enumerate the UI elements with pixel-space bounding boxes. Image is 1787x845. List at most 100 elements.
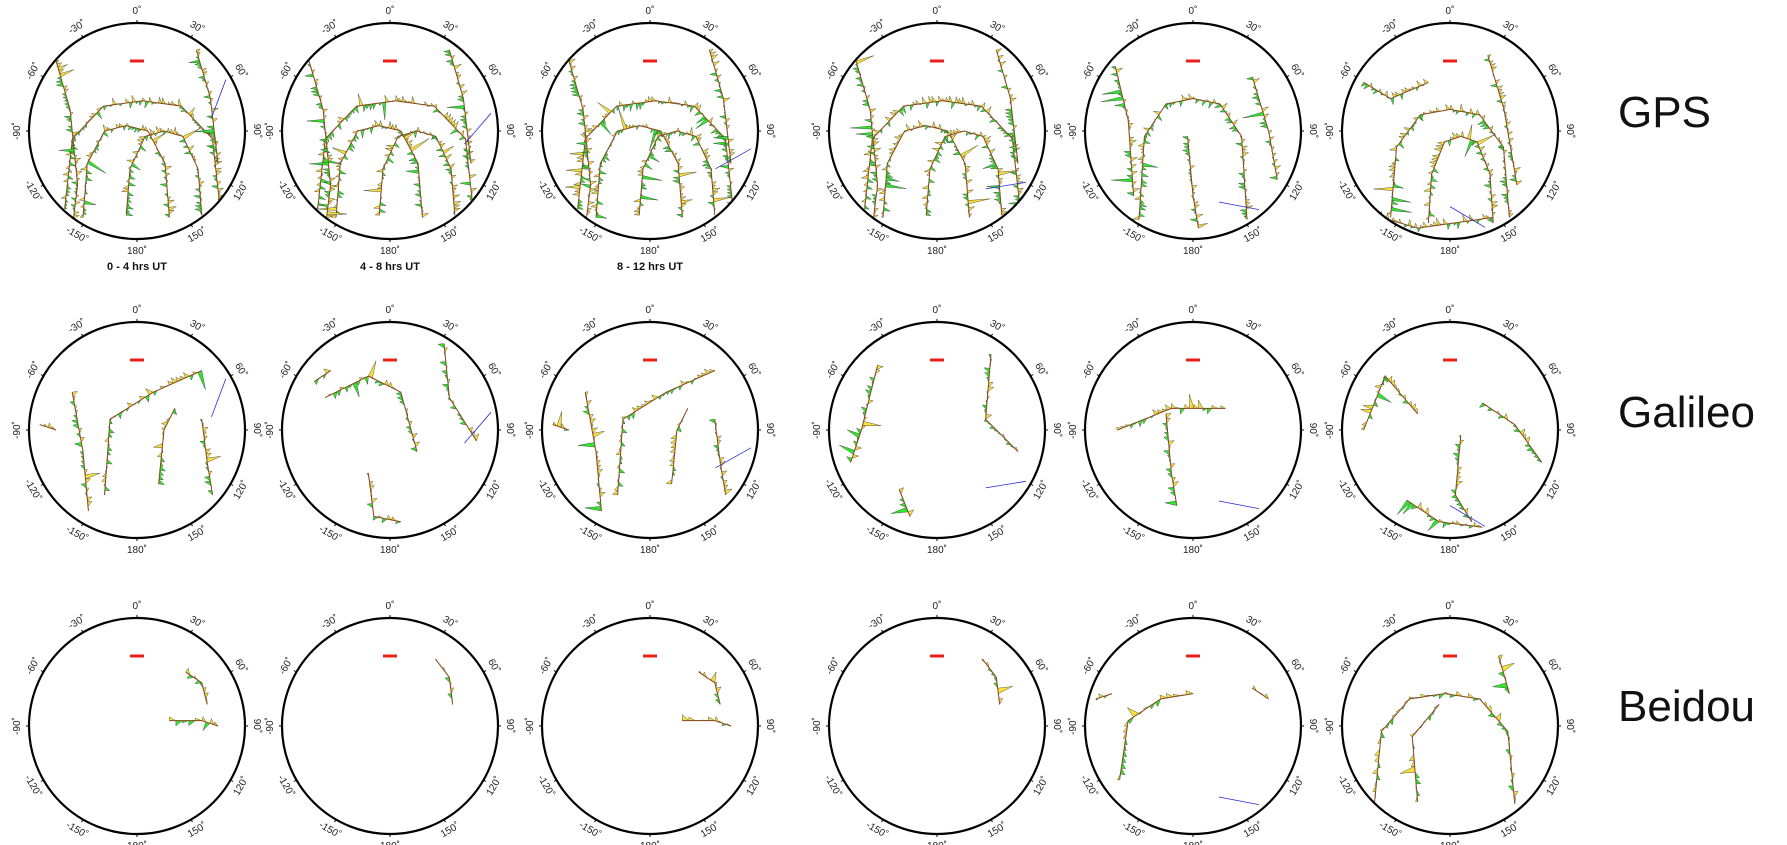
skyplot-galileo-2: 0˚30˚60˚90˚120˚150˚180˚-150˚-120˚-90˚-60… bbox=[264, 304, 516, 556]
az-tick-label: 60˚ bbox=[1288, 657, 1306, 676]
deviation-wedge bbox=[439, 361, 447, 367]
az-tick bbox=[443, 629, 446, 633]
deviation-wedge bbox=[712, 191, 719, 196]
deviation-wedge bbox=[437, 343, 445, 349]
deviation-wedge bbox=[1501, 193, 1508, 198]
az-tick-label: 0˚ bbox=[1189, 5, 1198, 17]
az-tick bbox=[190, 819, 193, 823]
az-tick-label: 120˚ bbox=[1544, 774, 1564, 797]
az-tick bbox=[40, 374, 44, 377]
az-tick-label: -60˚ bbox=[1336, 359, 1355, 380]
plot-content bbox=[1116, 394, 1260, 509]
deviation-wedge bbox=[592, 430, 605, 439]
az-tick-label: 60˚ bbox=[1288, 62, 1306, 81]
az-tick bbox=[881, 224, 884, 228]
zenith-marker bbox=[930, 654, 944, 658]
deviation-wedge bbox=[633, 208, 640, 213]
az-tick-label: 150˚ bbox=[985, 225, 1008, 245]
zenith-marker bbox=[1443, 654, 1457, 658]
deviation-wedge bbox=[1464, 139, 1475, 157]
deviation-wedge bbox=[188, 59, 201, 64]
deviation-wedge bbox=[573, 181, 581, 186]
deviation-wedge bbox=[878, 190, 886, 194]
deviation-wedge bbox=[323, 181, 331, 186]
deviation-wedge bbox=[1390, 207, 1412, 213]
az-tick-label: -30˚ bbox=[66, 316, 87, 335]
az-tick-label: -30˚ bbox=[866, 17, 887, 36]
deviation-wedge bbox=[379, 201, 387, 206]
deviation-wedge bbox=[360, 129, 365, 139]
az-tick bbox=[594, 523, 597, 527]
deviation-wedge bbox=[168, 206, 177, 211]
az-tick-label: 0˚ bbox=[646, 600, 655, 612]
az-tick bbox=[1030, 483, 1034, 486]
deviation-wedge bbox=[1143, 139, 1151, 144]
deviation-wedge bbox=[441, 383, 449, 389]
deviation-wedge bbox=[1392, 183, 1404, 189]
deviation-wedge bbox=[985, 414, 993, 420]
az-tick-label: 120˚ bbox=[1031, 774, 1051, 797]
az-tick bbox=[553, 374, 557, 377]
az-tick bbox=[1543, 184, 1547, 187]
zenith-marker bbox=[1186, 358, 1200, 362]
deviation-wedge bbox=[126, 204, 134, 210]
deviation-wedge bbox=[153, 443, 163, 449]
deviation-wedge bbox=[401, 95, 406, 103]
deviation-wedge bbox=[1373, 187, 1394, 191]
deviation-wedge bbox=[633, 211, 640, 216]
az-tick-label: 0˚ bbox=[933, 600, 942, 612]
az-tick-label: 150˚ bbox=[1241, 524, 1264, 544]
deviation-wedge bbox=[64, 115, 72, 120]
deviation-wedge bbox=[1476, 134, 1496, 146]
plot-content bbox=[1101, 65, 1282, 229]
deviation-wedge bbox=[128, 175, 136, 180]
skyplot-beidou-6: 0˚30˚60˚90˚120˚150˚180˚-150˚-120˚-90˚-60… bbox=[1324, 600, 1576, 845]
deviation-wedge bbox=[965, 166, 971, 171]
az-tick-label: 30˚ bbox=[441, 317, 460, 335]
az-tick bbox=[1030, 670, 1034, 673]
az-tick-label: 90˚ bbox=[764, 719, 776, 733]
az-tick bbox=[743, 184, 747, 187]
deviation-wedge bbox=[585, 138, 593, 143]
deviation-wedge bbox=[1139, 205, 1146, 211]
deviation-wedge bbox=[1129, 140, 1137, 145]
zenith-marker bbox=[383, 59, 397, 63]
satellite-track bbox=[985, 354, 1019, 452]
deviation-wedge bbox=[921, 194, 929, 199]
blue-track bbox=[985, 480, 1026, 489]
horizon-circle bbox=[280, 616, 500, 836]
az-tick bbox=[1137, 523, 1140, 527]
deviation-wedge bbox=[873, 141, 880, 146]
az-tick bbox=[1543, 670, 1547, 673]
satellite-track bbox=[1165, 413, 1178, 506]
az-tick-label: -60˚ bbox=[23, 655, 42, 676]
deviation-wedge bbox=[1190, 218, 1198, 223]
az-tick bbox=[703, 629, 706, 633]
zenith-marker bbox=[643, 654, 657, 658]
az-tick bbox=[594, 34, 597, 38]
deviation-wedge bbox=[182, 128, 201, 140]
deviation-wedge bbox=[928, 178, 936, 183]
satellite-track bbox=[104, 370, 203, 495]
az-tick-label: -90˚ bbox=[524, 122, 536, 140]
skyplot-gps-1: 0˚30˚60˚90˚120˚150˚180˚-150˚-120˚-90˚-60… bbox=[11, 5, 263, 257]
deviation-wedge bbox=[1017, 187, 1025, 193]
az-tick-label: 30˚ bbox=[1244, 18, 1263, 36]
az-tick bbox=[483, 184, 487, 187]
az-tick-label: 0˚ bbox=[646, 304, 655, 316]
az-tick bbox=[840, 670, 844, 673]
az-tick-label: 60˚ bbox=[1545, 62, 1563, 81]
skyplot-gps-6: 0˚30˚60˚90˚120˚150˚180˚-150˚-120˚-90˚-60… bbox=[1324, 5, 1576, 257]
deviation-wedge bbox=[169, 716, 176, 721]
skyplot-galileo-3: 0˚30˚60˚90˚120˚150˚180˚-150˚-120˚-90˚-60… bbox=[524, 304, 776, 556]
deviation-wedge bbox=[1492, 682, 1509, 689]
deviation-wedge bbox=[168, 209, 176, 215]
az-tick bbox=[293, 670, 297, 673]
satellite-track bbox=[595, 125, 683, 218]
az-tick bbox=[1030, 374, 1034, 377]
deviation-wedge bbox=[886, 173, 893, 178]
az-tick bbox=[1394, 224, 1397, 228]
deviation-wedge bbox=[1137, 142, 1145, 147]
az-tick-label: 90˚ bbox=[251, 719, 263, 733]
az-tick bbox=[230, 184, 234, 187]
